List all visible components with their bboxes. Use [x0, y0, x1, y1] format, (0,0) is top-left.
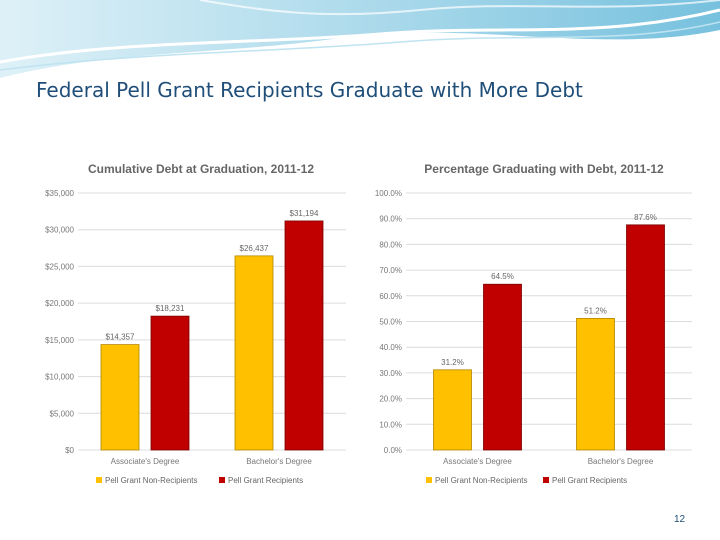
y-tick-label: 0.0% — [384, 446, 402, 455]
legend-swatch — [219, 477, 225, 483]
bar — [483, 283, 522, 451]
bar — [433, 369, 472, 451]
percentage-with-debt-chart: Percentage Graduating with Debt, 2011-12… — [375, 162, 692, 485]
bar — [626, 224, 665, 451]
page-number: 12 — [674, 514, 686, 525]
legend-swatch — [426, 477, 432, 483]
y-tick-label: $30,000 — [45, 226, 74, 235]
y-tick-label: 80.0% — [379, 240, 402, 249]
data-label: 51.2% — [584, 306, 607, 315]
data-label: 64.5% — [491, 272, 514, 281]
y-tick-label: 30.0% — [379, 369, 402, 378]
category-label: Associate's Degree — [443, 457, 512, 466]
data-label: $31,194 — [290, 209, 319, 218]
y-tick-label: $15,000 — [45, 336, 74, 345]
y-tick-label: 50.0% — [379, 318, 402, 327]
bar — [100, 344, 140, 451]
legend-label: Pell Grant Recipients — [552, 476, 627, 485]
legend-label: Pell Grant Recipients — [228, 476, 303, 485]
y-tick-label: 40.0% — [379, 343, 402, 352]
bar — [284, 220, 324, 451]
data-label: 31.2% — [441, 358, 464, 367]
chart-title: Percentage Graduating with Debt, 2011-12 — [424, 162, 664, 176]
cumulative-debt-chart: Cumulative Debt at Graduation, 2011-12 $0… — [45, 162, 346, 485]
y-tick-label: $10,000 — [45, 373, 74, 382]
y-tick-label: 100.0% — [375, 189, 402, 198]
bar — [150, 315, 190, 451]
y-tick-label: 10.0% — [379, 420, 402, 429]
slide-title: Federal Pell Grant Recipients Graduate w… — [36, 78, 583, 102]
bar — [234, 255, 274, 451]
y-tick-label: $25,000 — [45, 262, 74, 271]
category-label: Associate's Degree — [111, 457, 180, 466]
legend-swatch — [96, 477, 102, 483]
data-label: 87.6% — [634, 213, 657, 222]
legend-label: Pell Grant Non-Recipients — [105, 476, 197, 485]
data-label: $26,437 — [240, 244, 269, 253]
y-tick-label: 60.0% — [379, 292, 402, 301]
y-tick-label: 90.0% — [379, 215, 402, 224]
data-label: $18,231 — [156, 304, 185, 313]
y-tick-label: 20.0% — [379, 395, 402, 404]
bar — [576, 318, 615, 451]
y-tick-label: $20,000 — [45, 299, 74, 308]
chart-title: Cumulative Debt at Graduation, 2011-12 — [88, 162, 314, 176]
header-wave-decoration — [0, 0, 720, 78]
category-label: Bachelor's Degree — [246, 457, 312, 466]
legend-swatch — [543, 477, 549, 483]
y-tick-label: $35,000 — [45, 189, 74, 198]
y-tick-label: $0 — [65, 446, 74, 455]
category-label: Bachelor's Degree — [588, 457, 654, 466]
y-tick-label: $5,000 — [50, 409, 75, 418]
data-label: $14,357 — [106, 333, 135, 342]
legend-label: Pell Grant Non-Recipients — [435, 476, 527, 485]
y-tick-label: 70.0% — [379, 266, 402, 275]
